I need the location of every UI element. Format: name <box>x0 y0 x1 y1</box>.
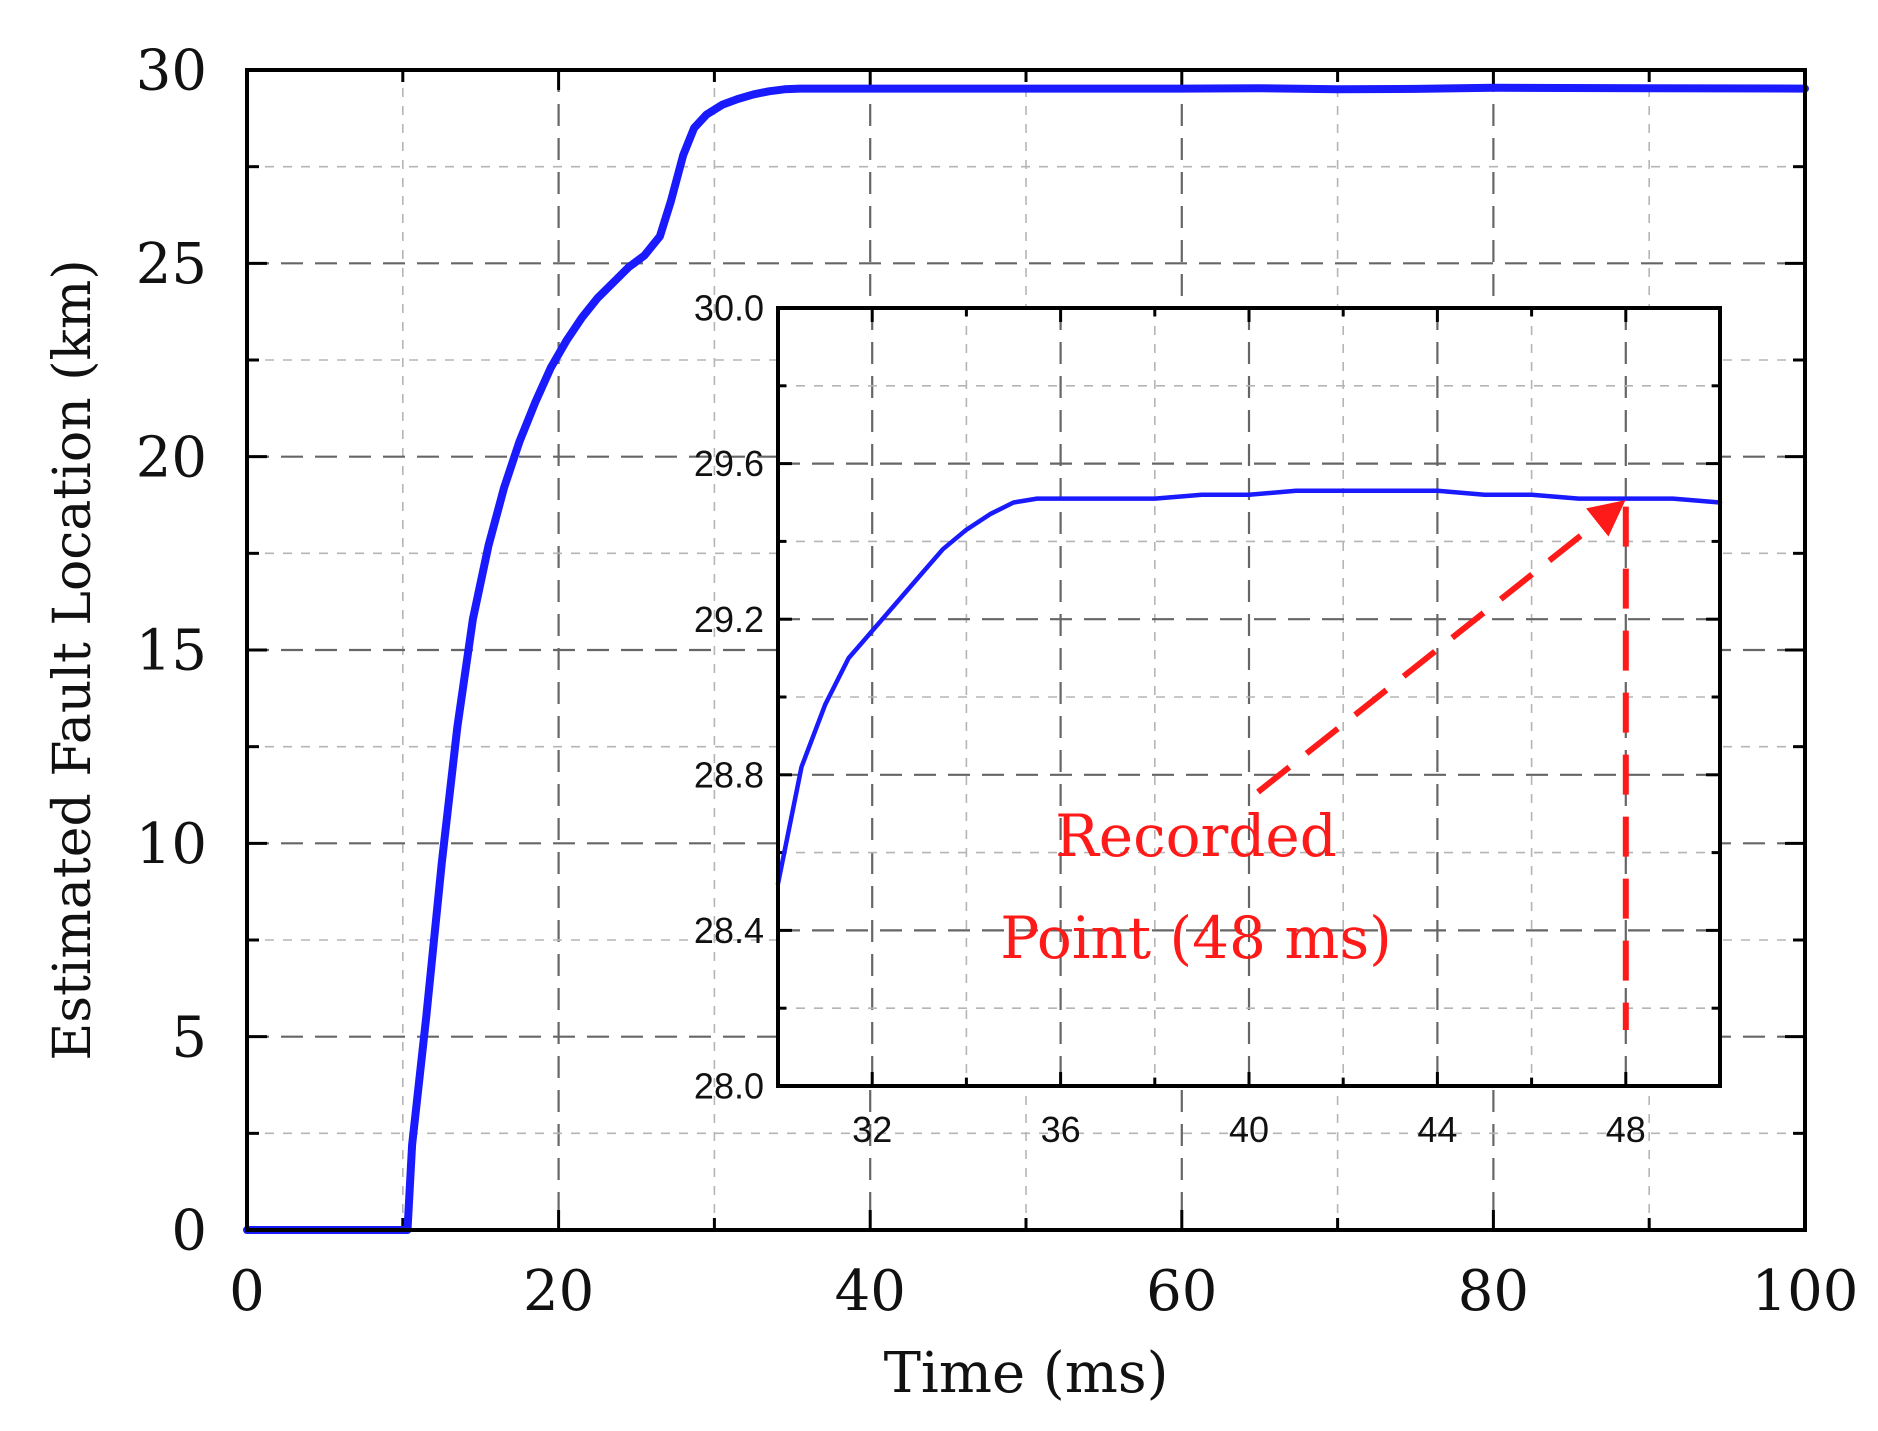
inset-ytick-label: 29.6 <box>694 443 764 484</box>
main-ytick-label: 25 <box>136 232 207 297</box>
main-ytick-label: 30 <box>136 39 207 104</box>
inset-xtick-label: 44 <box>1417 1109 1457 1150</box>
main-ytick-label: 0 <box>171 1199 207 1264</box>
main-xtick-label: 60 <box>1146 1259 1217 1324</box>
inset-tick-labels: 32 36 40 44 48 28.0 28.4 28.8 29.2 29.6 30.0 <box>694 288 1646 1150</box>
main-ytick-label: 5 <box>171 1005 207 1070</box>
main-series <box>243 83 1809 1234</box>
inset-ytick-label: 28.4 <box>694 910 764 951</box>
main-series-line <box>243 83 1809 1234</box>
inset-xtick-label: 40 <box>1229 1109 1269 1150</box>
annotation: Recorded Point (48 ms) <box>1000 500 1629 1030</box>
main-xtick-label: 0 <box>229 1259 265 1324</box>
main-xtick-label: 80 <box>1458 1259 1529 1324</box>
annotation-text-line2: Point (48 ms) <box>1000 904 1392 972</box>
inset-plot-frame <box>776 306 1722 1088</box>
inset-xtick-label: 36 <box>1041 1109 1081 1150</box>
inset-series-line <box>775 488 1723 886</box>
inset-xtick-label: 48 <box>1606 1109 1646 1150</box>
main-xtick-label: 40 <box>835 1259 906 1324</box>
main-xtick-label: 100 <box>1752 1259 1859 1324</box>
main-ytick-label: 20 <box>136 425 207 490</box>
inset-series <box>775 488 1723 886</box>
inset-xtick-label: 32 <box>852 1109 892 1150</box>
inset-ytick-label: 29.2 <box>694 599 764 640</box>
inset-ytick-label: 28.0 <box>694 1066 764 1107</box>
main-ytick-label: 10 <box>136 812 207 877</box>
main-xtick-label: 20 <box>523 1259 594 1324</box>
inset-grid <box>778 308 1720 1086</box>
annotation-arrow <box>1256 500 1626 795</box>
y-axis-label: Estimated Fault Location (km) <box>43 259 103 1060</box>
main-plot-frame <box>245 68 1807 1232</box>
main-ytick-label: 15 <box>136 619 207 684</box>
x-axis-label: Time (ms) <box>884 1341 1169 1406</box>
inset-ytick-label: 28.8 <box>694 754 764 795</box>
main-tick-labels: 0 20 40 60 80 100 0 5 10 15 20 25 30 <box>136 39 1859 1324</box>
inset-ytick-label: 30.0 <box>694 288 764 329</box>
annotation-text-line1: Recorded <box>1055 802 1337 870</box>
